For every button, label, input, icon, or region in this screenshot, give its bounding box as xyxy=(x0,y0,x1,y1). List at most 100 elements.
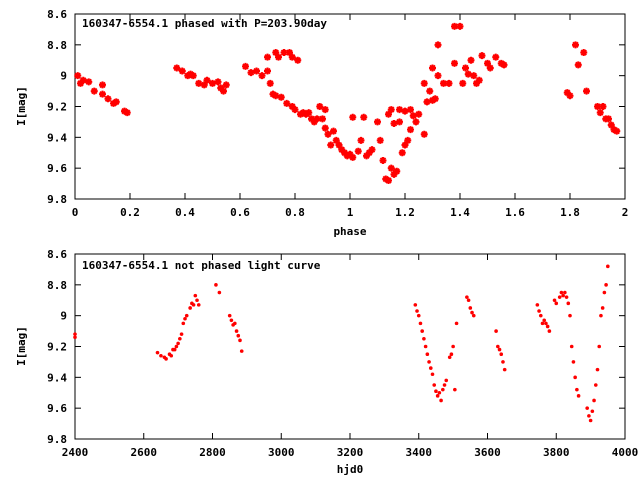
phased-data-point xyxy=(393,167,401,175)
light-curve-data-point xyxy=(172,347,177,352)
light-curve-data-point xyxy=(599,313,603,318)
phased-data-point xyxy=(112,98,120,106)
light-curve-data-point xyxy=(552,298,557,303)
phased-ticks: 0 0.2 0.4 0.6 0.8 1 1.2 1.4 1.6 1.8 2 8.6 8.8 9 9.2 9.4… xyxy=(47,8,628,219)
light-curve-data-point xyxy=(466,298,471,303)
phased-x-tick-label: 0 xyxy=(72,206,79,219)
light-curve-data-point xyxy=(538,313,543,318)
light-curve-data-point xyxy=(545,324,550,329)
phased-x-tick-label: 0.2 xyxy=(120,206,140,219)
light-curve-data-point xyxy=(233,321,237,326)
phased-data-point xyxy=(368,146,376,154)
phased-data-point xyxy=(365,149,373,157)
light-curve-data-point xyxy=(439,398,443,403)
phased-data-point xyxy=(580,49,588,57)
light-curve-data-point xyxy=(176,341,180,346)
phased-data-point xyxy=(123,109,131,117)
phased-data-point xyxy=(242,62,249,70)
phased-y-tick-label: 8.8 xyxy=(47,39,67,52)
phased-data-point xyxy=(429,64,436,72)
light-curve-data-point xyxy=(420,329,424,333)
phased-data-point xyxy=(272,92,280,100)
light-curve-data-point xyxy=(600,306,605,310)
phased-data-point xyxy=(288,53,296,61)
light-curve-data-point xyxy=(494,329,498,333)
phased-data-point xyxy=(599,103,607,110)
phased-data-point xyxy=(605,115,612,123)
phased-data-point xyxy=(451,22,458,30)
phased-x-tick-label: 0.6 xyxy=(230,206,250,219)
phased-data-point xyxy=(85,78,93,86)
light-curve-data-point xyxy=(606,264,610,269)
light-curve-data-point xyxy=(416,313,421,318)
phased-x-tick-label: 0.8 xyxy=(285,206,305,219)
light-curve-data-point xyxy=(468,306,473,310)
light-curve-data-point xyxy=(183,316,187,321)
phased-data-point xyxy=(330,127,337,135)
phased-y-tick-label: 9.4 xyxy=(47,131,67,144)
phased-data-point xyxy=(420,79,428,87)
phased-data-point xyxy=(288,103,296,110)
phased-data-point xyxy=(327,141,335,149)
light-curve-data-point xyxy=(238,338,242,343)
phased-data-point xyxy=(574,61,582,69)
phased-data-point xyxy=(467,56,475,64)
phased-data-point xyxy=(462,64,469,72)
light-curve-data-point xyxy=(227,313,232,318)
phased-y-axis-label: I[mag] xyxy=(15,86,28,126)
phased-data-point xyxy=(247,69,255,77)
light-curve-data-point xyxy=(444,378,449,383)
light-curve-data-point xyxy=(447,355,452,360)
light-curve-y-tick-label: 9.8 xyxy=(47,433,67,446)
phased-data-point xyxy=(484,59,491,67)
phased-data-point xyxy=(613,127,621,135)
light-curve-data-point xyxy=(179,332,184,336)
phased-data-point xyxy=(99,90,106,98)
phased-data-point xyxy=(420,130,428,138)
light-curve-data-point xyxy=(234,329,239,333)
light-curve-data-point xyxy=(535,303,540,307)
phased-chart-title: 160347-6554.1 phased with P=203.90day xyxy=(82,17,327,30)
phased-data-point xyxy=(486,64,494,72)
light-curve-plot-frame xyxy=(74,253,626,440)
light-curve-data-point xyxy=(501,360,505,364)
phased-data-point xyxy=(264,67,271,75)
light-curve-y-tick-label: 9.6 xyxy=(47,402,67,415)
light-curve-data-point xyxy=(542,318,547,323)
phased-data-point xyxy=(385,110,392,118)
phased-data-point xyxy=(500,61,508,69)
light-curve-y-axis-label: I[mag] xyxy=(15,326,28,366)
phased-data-point xyxy=(451,59,458,67)
phased-data-point xyxy=(341,149,348,157)
light-curve-x-tick-label: 3400 xyxy=(406,446,433,459)
phased-data-point xyxy=(354,147,362,155)
light-curve-data-point xyxy=(441,387,445,392)
light-curve-data-point xyxy=(188,306,192,310)
phased-data-point xyxy=(387,164,395,172)
light-curve-data-point xyxy=(593,383,598,387)
phased-data-point xyxy=(203,76,211,84)
phased-data-point xyxy=(305,109,313,117)
light-curve-x-tick-label: 3200 xyxy=(337,446,364,459)
light-curve-data-point xyxy=(432,383,437,387)
light-curve-x-tick-label: 4000 xyxy=(612,446,639,459)
light-curve-data-point xyxy=(451,344,455,349)
phased-data-point xyxy=(308,115,315,123)
light-curve-data-point xyxy=(236,333,241,338)
phased-x-tick-label: 0.4 xyxy=(175,206,195,219)
phased-data-point xyxy=(178,67,186,75)
phased-data-point xyxy=(594,103,601,110)
phased-data-point xyxy=(286,49,293,57)
phased-data-point xyxy=(222,81,230,89)
phased-data-point xyxy=(475,76,483,84)
phased-x-axis-label: phase xyxy=(333,225,366,238)
phased-data-point xyxy=(214,78,222,86)
light-curve-data-point xyxy=(502,367,507,372)
light-curve-ticks: 2400 2600 2800 3000 3200 3400 3600 3800 4000 8.6 8… xyxy=(47,248,638,459)
phased-x-tick-label: 1.2 xyxy=(395,206,415,219)
light-curve-data-point xyxy=(196,303,201,307)
phased-chart: 160347-6554.1 phased with P=203.90day ph… xyxy=(15,8,628,238)
phased-data-point xyxy=(264,53,271,61)
light-curve-data-point xyxy=(425,352,430,357)
light-curve-data-point xyxy=(573,375,577,380)
